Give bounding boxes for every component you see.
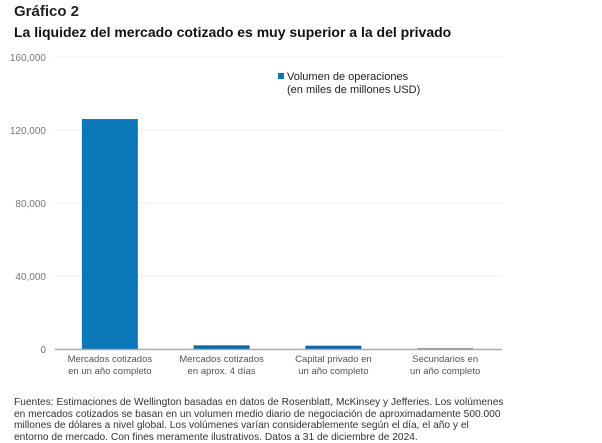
chart-kicker: Gráfico 2: [14, 3, 80, 20]
chart-title: La liquidez del mercado cotizado es muy …: [14, 24, 452, 40]
x-tick-label: un año completo: [410, 366, 480, 377]
x-tick-label: Mercados cotizados: [179, 354, 264, 365]
bar: [81, 119, 138, 349]
y-tick-label: 80,000: [15, 199, 46, 210]
legend-label-line1: Volumen de operaciones: [287, 71, 409, 83]
bar-chart: 0 40,000 80,000 120,000 160,000 Mercados coti…: [10, 53, 502, 377]
x-tick-label: Capital privado en: [295, 354, 372, 365]
x-tick-label: un año completo: [298, 366, 368, 377]
y-tick-label: 40,000: [15, 272, 46, 283]
x-tick-label: Mercados cotizados: [68, 354, 153, 365]
bar: [193, 345, 250, 349]
x-tick-label: en un año completo: [68, 366, 151, 377]
x-tick-label: en aprox. 4 días: [188, 366, 256, 377]
y-tick-label: 0: [40, 345, 46, 356]
bar: [417, 348, 474, 349]
source-note: Fuentes: Estimaciones de Wellington basa…: [14, 397, 504, 443]
bar: [305, 345, 362, 349]
legend-entry: Volumen de operaciones: [278, 71, 420, 84]
legend-label-line2: (en miles de millones USD): [287, 84, 421, 96]
legend: Volumen de operaciones (en miles de mill…: [278, 71, 420, 97]
legend-swatch: [278, 73, 284, 79]
x-tick-label: Secundarios en: [412, 354, 478, 365]
y-tick-label: 120,000: [10, 126, 47, 137]
y-tick-label: 160,000: [10, 53, 47, 64]
